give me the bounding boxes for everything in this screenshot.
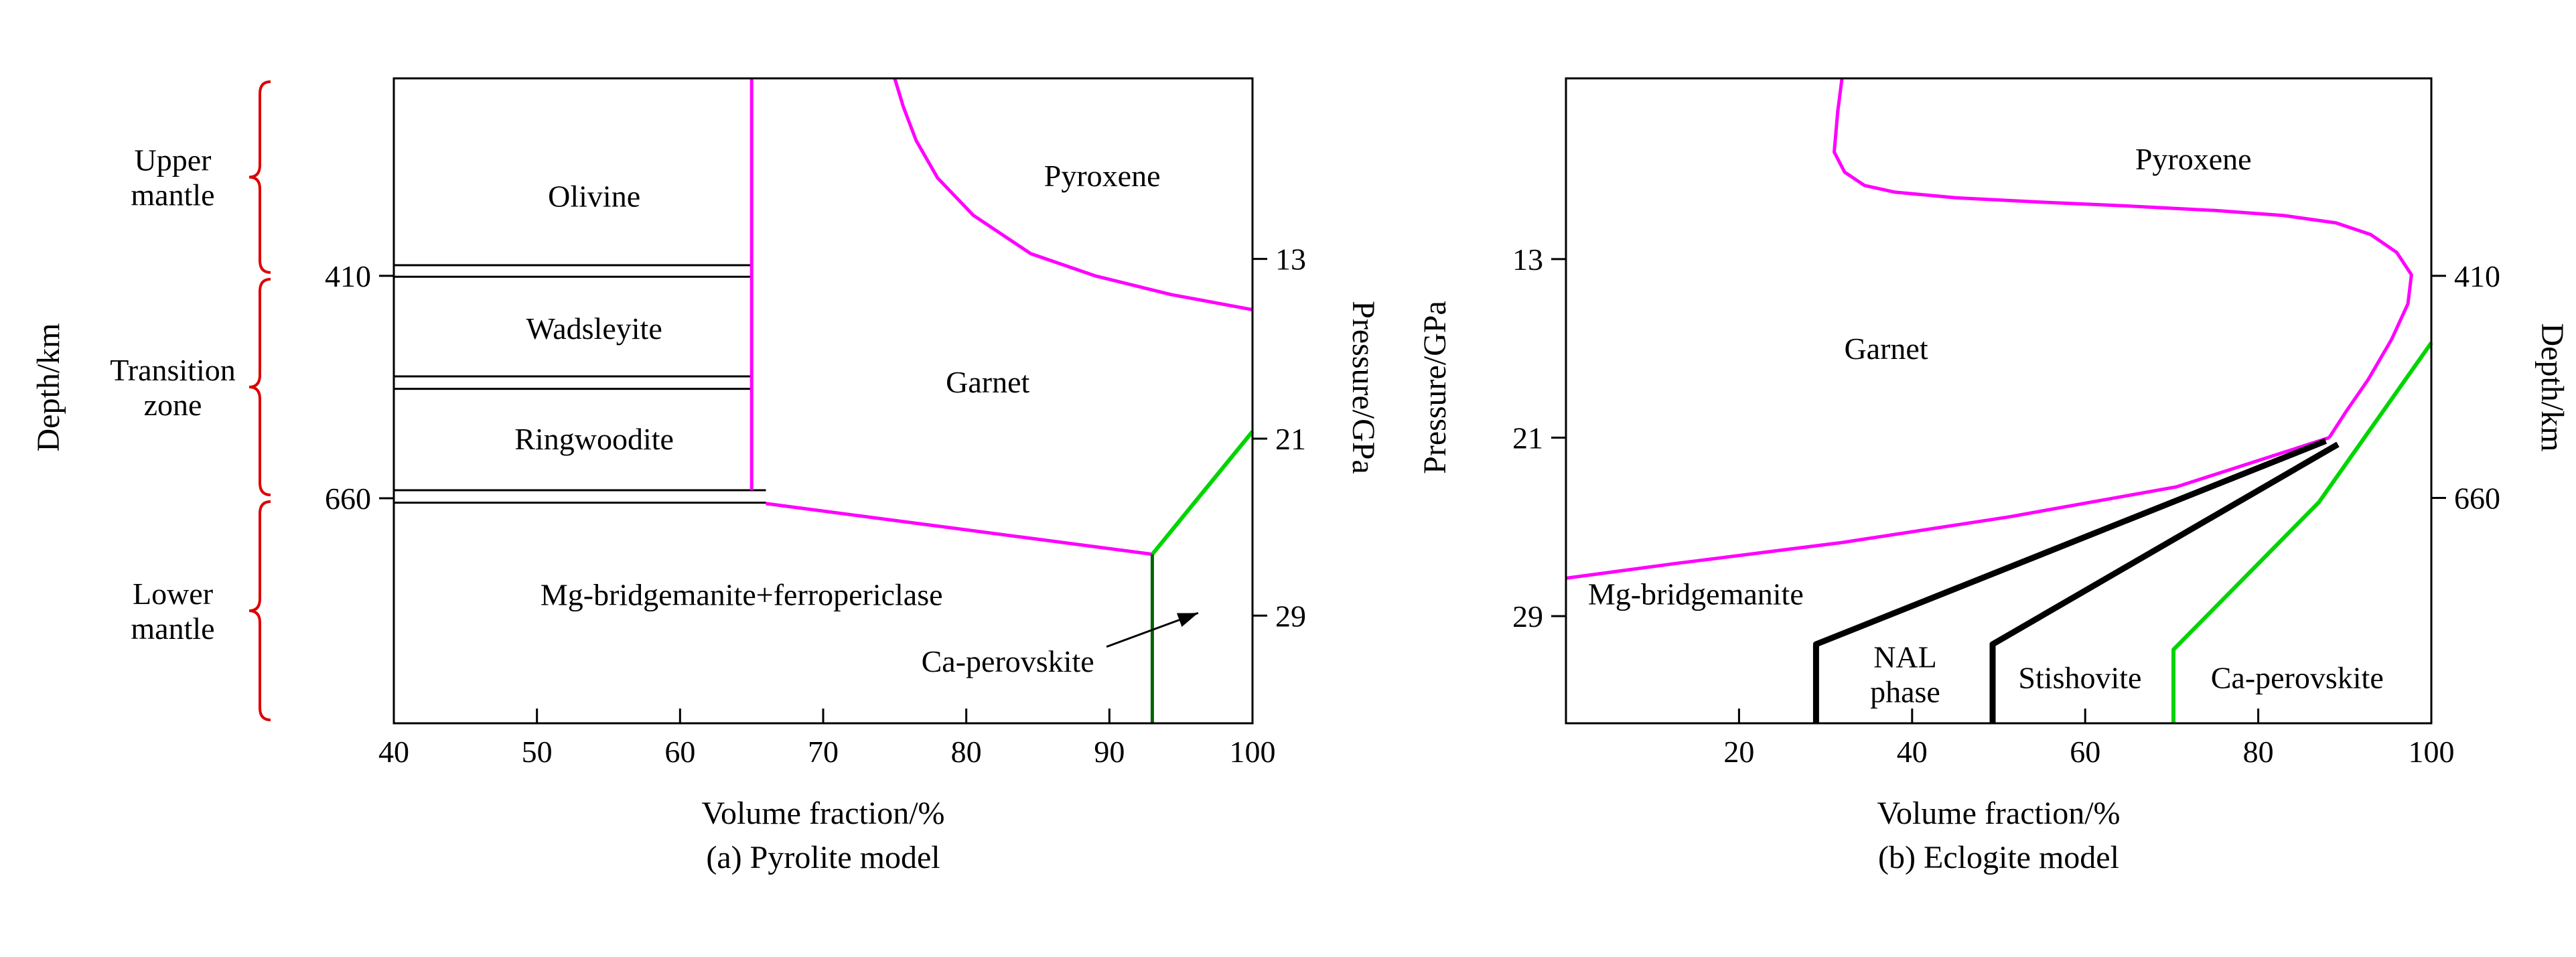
region-label-line: Mg-bridgemanite+ferropericlase <box>541 577 943 611</box>
panel-caption: (a) Pyrolite model <box>706 840 940 875</box>
y-tick-label: 29 <box>1512 599 1543 634</box>
region-label: Stishovite <box>2018 661 2141 695</box>
region-label-line: Ca-perovskite <box>2211 661 2384 695</box>
depth-zone-label-line: mantle <box>131 611 214 646</box>
region-label-line: Pyroxene <box>1044 159 1161 193</box>
y-tick-label: 660 <box>2454 481 2500 515</box>
y-tick-label: 13 <box>1275 242 1306 277</box>
y-tick-label: 13 <box>1512 242 1543 277</box>
depth-zone-bracket <box>248 277 271 496</box>
region-label-line: Olivine <box>548 179 640 213</box>
region-label-line: Garnet <box>946 365 1029 399</box>
x-tick-label: 20 <box>1723 735 1754 769</box>
y-axis-title: Depth/km <box>2534 323 2570 452</box>
y-tick-label: 21 <box>1275 422 1306 456</box>
depth-zone-label: Lower mantle <box>131 577 214 646</box>
ca-perovskite-in-boundary <box>1151 430 1255 556</box>
depth-zone-bracket <box>248 500 271 721</box>
panel-caption: (b) Eclogite model <box>1878 840 2119 875</box>
x-tick-label: 60 <box>664 735 695 769</box>
stishovite-left-boundary <box>1989 441 2340 723</box>
depth-zone-label-line: Transition <box>110 353 235 387</box>
region-label-line: Stishovite <box>2018 661 2141 695</box>
region-label-line: NAL <box>1873 640 1937 674</box>
x-axis-title: Volume fraction/% <box>701 796 944 831</box>
depth-zone-label: Upper mantle <box>131 143 214 212</box>
region-label: Ca-perovskite <box>922 644 1094 678</box>
y-tick-label: 660 <box>325 482 371 516</box>
x-tick-label: 40 <box>1897 735 1928 769</box>
nal-phase-left-boundary <box>1812 438 2328 723</box>
depth-zone-label-line: Upper <box>135 143 212 177</box>
pyroxene-garnet-boundary <box>1833 78 2413 439</box>
depth-zone-label-line: Lower <box>133 577 213 611</box>
x-tick-label: 80 <box>2243 735 2274 769</box>
region-label-line: Ca-perovskite <box>922 644 1094 678</box>
region-label: Ringwoodite <box>514 422 674 456</box>
region-label: Ca-perovskite <box>2211 661 2384 695</box>
y-tick-label: 410 <box>325 259 371 293</box>
region-label: Olivine <box>548 179 640 213</box>
region-label: Garnet <box>1844 332 1928 366</box>
x-tick-label: 60 <box>2070 735 2100 769</box>
x-tick-label: 100 <box>2409 735 2455 769</box>
region-label: Wadsleyite <box>526 311 662 346</box>
y-axis-title: Pressure/GPa <box>1417 301 1453 474</box>
region-label-line: Garnet <box>1844 332 1928 366</box>
y-axis-title: Depth/km <box>31 323 66 452</box>
pyroxene-garnet-boundary <box>893 78 1253 311</box>
y-tick-label: 29 <box>1275 599 1306 633</box>
x-tick-label: 40 <box>378 735 409 769</box>
x-tick-label: 90 <box>1094 735 1125 769</box>
x-tick-label: 50 <box>522 735 553 769</box>
region-label: Mg-bridgemanite <box>1588 577 1804 611</box>
ca-perovskite-left-boundary <box>2171 342 2433 723</box>
region-label-line: Ringwoodite <box>514 422 674 456</box>
region-label-line: Pyroxene <box>2135 142 2252 176</box>
region-label: Garnet <box>946 365 1029 399</box>
depth-zone-label: Transition zone <box>110 353 235 422</box>
garnet-bridgmanite-boundary <box>1565 436 2330 580</box>
region-label: Mg-bridgemanite+ferropericlase <box>541 577 943 611</box>
y-tick-label: 21 <box>1512 421 1543 455</box>
ca-perovskite-arrow-head <box>1176 613 1198 628</box>
depth-zone-label-line: zone <box>144 388 202 422</box>
y-axis-title: Pressure/GPa <box>1346 301 1381 474</box>
eclogite-plot-frame <box>1565 77 2433 725</box>
x-tick-label: 100 <box>1230 735 1276 769</box>
region-label-line: Wadsleyite <box>526 311 662 346</box>
region-label: NAL phase <box>1870 640 1940 709</box>
region-label: Pyroxene <box>2135 142 2252 176</box>
depth-zone-label-line: mantle <box>131 177 214 212</box>
x-axis-title: Volume fraction/% <box>1877 796 2120 831</box>
x-tick-label: 70 <box>808 735 839 769</box>
depth-zone-bracket <box>248 80 271 274</box>
region-label-line: phase <box>1870 675 1940 709</box>
region-label: Pyroxene <box>1044 159 1161 193</box>
region-label-line: Mg-bridgemanite <box>1588 577 1804 611</box>
x-tick-label: 80 <box>951 735 982 769</box>
y-tick-label: 410 <box>2454 259 2500 293</box>
garnet-bridgmanite-boundary <box>766 502 1153 557</box>
